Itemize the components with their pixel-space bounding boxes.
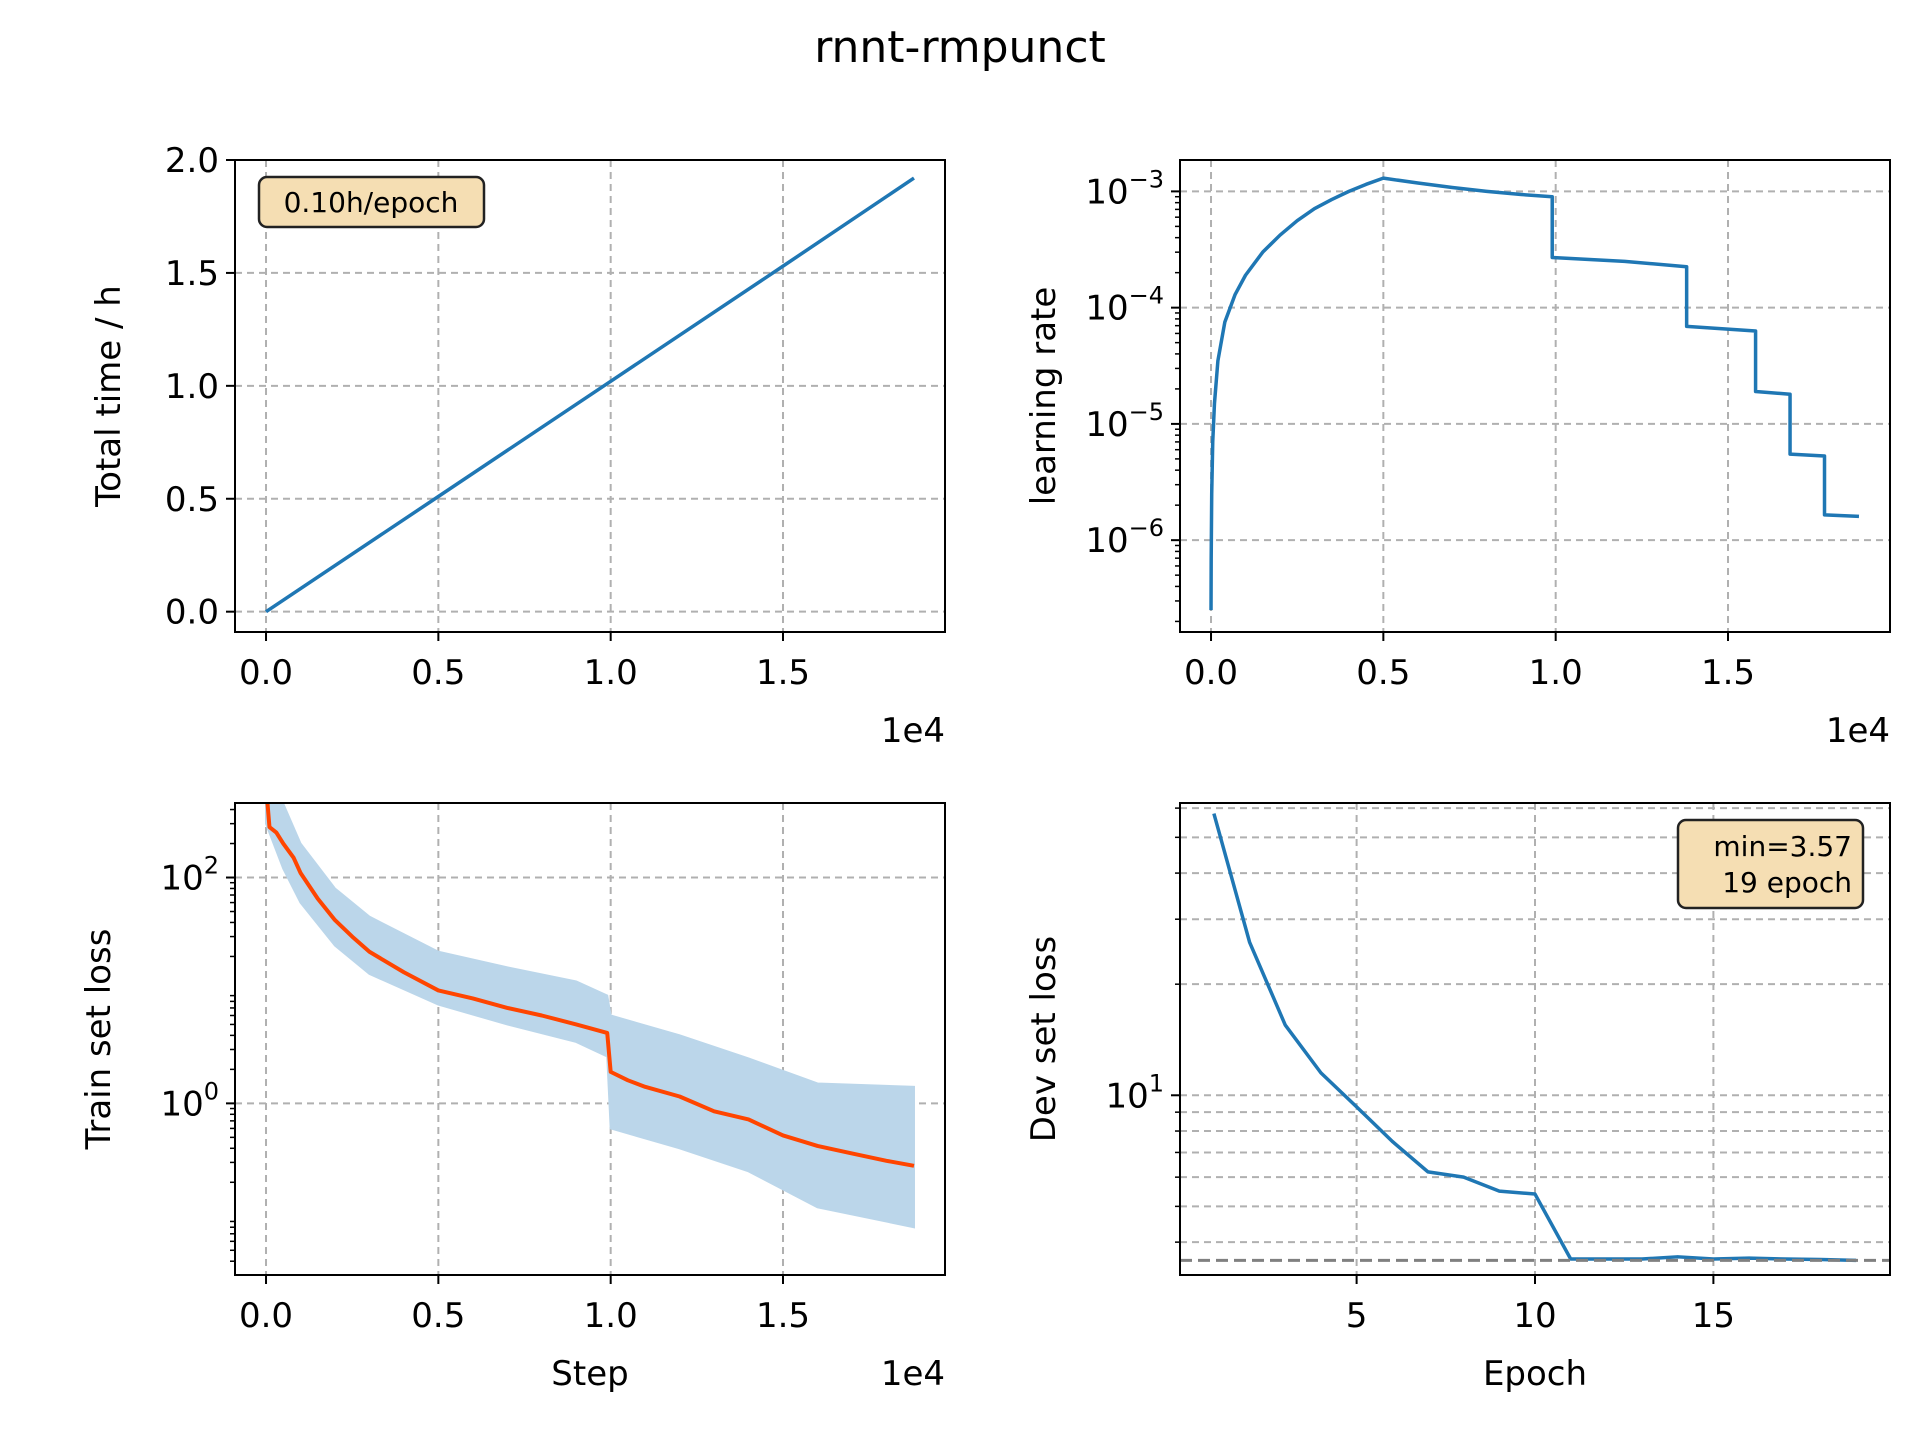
dev-loss-xtick-label: 10 bbox=[1513, 1296, 1556, 1336]
learning-rate-xtick-label: 1.5 bbox=[1701, 653, 1755, 693]
learning-rate-frame bbox=[1179, 159, 1891, 633]
train-loss-plot-area bbox=[265, 803, 915, 1229]
total-time-ytick-label: 1.5 bbox=[165, 254, 219, 294]
learning-rate-ylabel: learning rate bbox=[1024, 287, 1064, 506]
learning-rate-xtick-label: 0.5 bbox=[1356, 653, 1410, 693]
total-time-ylabel: Total time / h bbox=[89, 285, 129, 508]
train-loss-raw-band bbox=[265, 803, 915, 1229]
total-time-annotation: 0.10h/epoch bbox=[284, 186, 459, 219]
dev-loss-frame bbox=[1179, 802, 1891, 1276]
train-loss-x-offset-text: 1e4 bbox=[881, 1354, 945, 1394]
learning-rate-axes: 0.0 0.5 1.0 1.5 10−3 10−4 10−5 10−6 learning rat… bbox=[1024, 159, 1891, 751]
total-time-series-line bbox=[265, 176, 915, 614]
total-time-xtick-label: 0.0 bbox=[239, 653, 293, 693]
total-time-annotation-box bbox=[257, 175, 486, 229]
train-loss-ylabel: Train set loss bbox=[79, 929, 119, 1151]
total-time-frame bbox=[234, 159, 946, 633]
dev-loss-xtick-label: 5 bbox=[1346, 1296, 1368, 1336]
dev-loss-plot-area bbox=[1212, 813, 1857, 1263]
dev-loss-xtick-label: 15 bbox=[1692, 1296, 1735, 1336]
learning-rate-ytick-label: 10−5 bbox=[1085, 398, 1164, 445]
learning-rate-ytick-label: 10−3 bbox=[1085, 165, 1164, 212]
total-time-ytick-label: 0.5 bbox=[165, 480, 219, 520]
dev-loss-xlabel: Epoch bbox=[1483, 1354, 1587, 1394]
train-loss-axes: 0.0 0.5 1.0 1.5 102 100 Train set loss Step 1e4 bbox=[79, 802, 946, 1394]
train-loss-ytick-label: 100 bbox=[160, 1077, 219, 1124]
train-loss-series-line bbox=[265, 803, 915, 1168]
dev-loss-annotation-line: min=3.57 bbox=[1713, 830, 1852, 863]
figure-title: rnnt-rmpunct bbox=[814, 22, 1106, 73]
total-time-xtick-label: 0.5 bbox=[411, 653, 465, 693]
total-time-ytick-label: 2.0 bbox=[165, 141, 219, 181]
train-loss-ytick-label: 102 bbox=[160, 852, 219, 899]
total-time-ytick-label: 0.0 bbox=[165, 593, 219, 633]
dev-loss-ylabel: Dev set loss bbox=[1024, 936, 1064, 1142]
total-time-x-offset-text: 1e4 bbox=[881, 711, 945, 751]
train-loss-xtick-label: 1.0 bbox=[584, 1296, 638, 1336]
learning-rate-xtick-label: 0.0 bbox=[1184, 653, 1238, 693]
train-loss-xlabel: Step bbox=[551, 1354, 628, 1394]
train-loss-xtick-label: 1.5 bbox=[756, 1296, 810, 1336]
dev-loss-series-line bbox=[1212, 813, 1857, 1263]
total-time-xtick-label: 1.0 bbox=[584, 653, 638, 693]
train-loss-xtick-label: 0.0 bbox=[239, 1296, 293, 1336]
total-time-plot-area bbox=[265, 176, 915, 614]
learning-rate-xtick-label: 1.0 bbox=[1529, 653, 1583, 693]
train-loss-xtick-label: 0.5 bbox=[411, 1296, 465, 1336]
learning-rate-ytick-label: 10−4 bbox=[1085, 282, 1164, 329]
total-time-xtick-label: 1.5 bbox=[756, 653, 810, 693]
learning-rate-x-offset-text: 1e4 bbox=[1826, 711, 1890, 751]
train-loss-frame bbox=[234, 802, 946, 1276]
total-time-axes: 0.0 0.5 1.0 1.5 0.0 0.5 1.0 1.5 2.0 Total time / … bbox=[89, 141, 946, 751]
learning-rate-plot-area bbox=[1209, 176, 1860, 611]
dev-loss-annotation-box bbox=[1676, 818, 1865, 910]
learning-rate-series-line bbox=[1209, 176, 1860, 611]
dev-loss-annotation-line: 19 epoch bbox=[1722, 866, 1852, 899]
total-time-ytick-label: 1.0 bbox=[165, 367, 219, 407]
learning-rate-ytick-label: 10−6 bbox=[1085, 514, 1164, 561]
dev-loss-ytick-label: 101 bbox=[1105, 1069, 1164, 1116]
